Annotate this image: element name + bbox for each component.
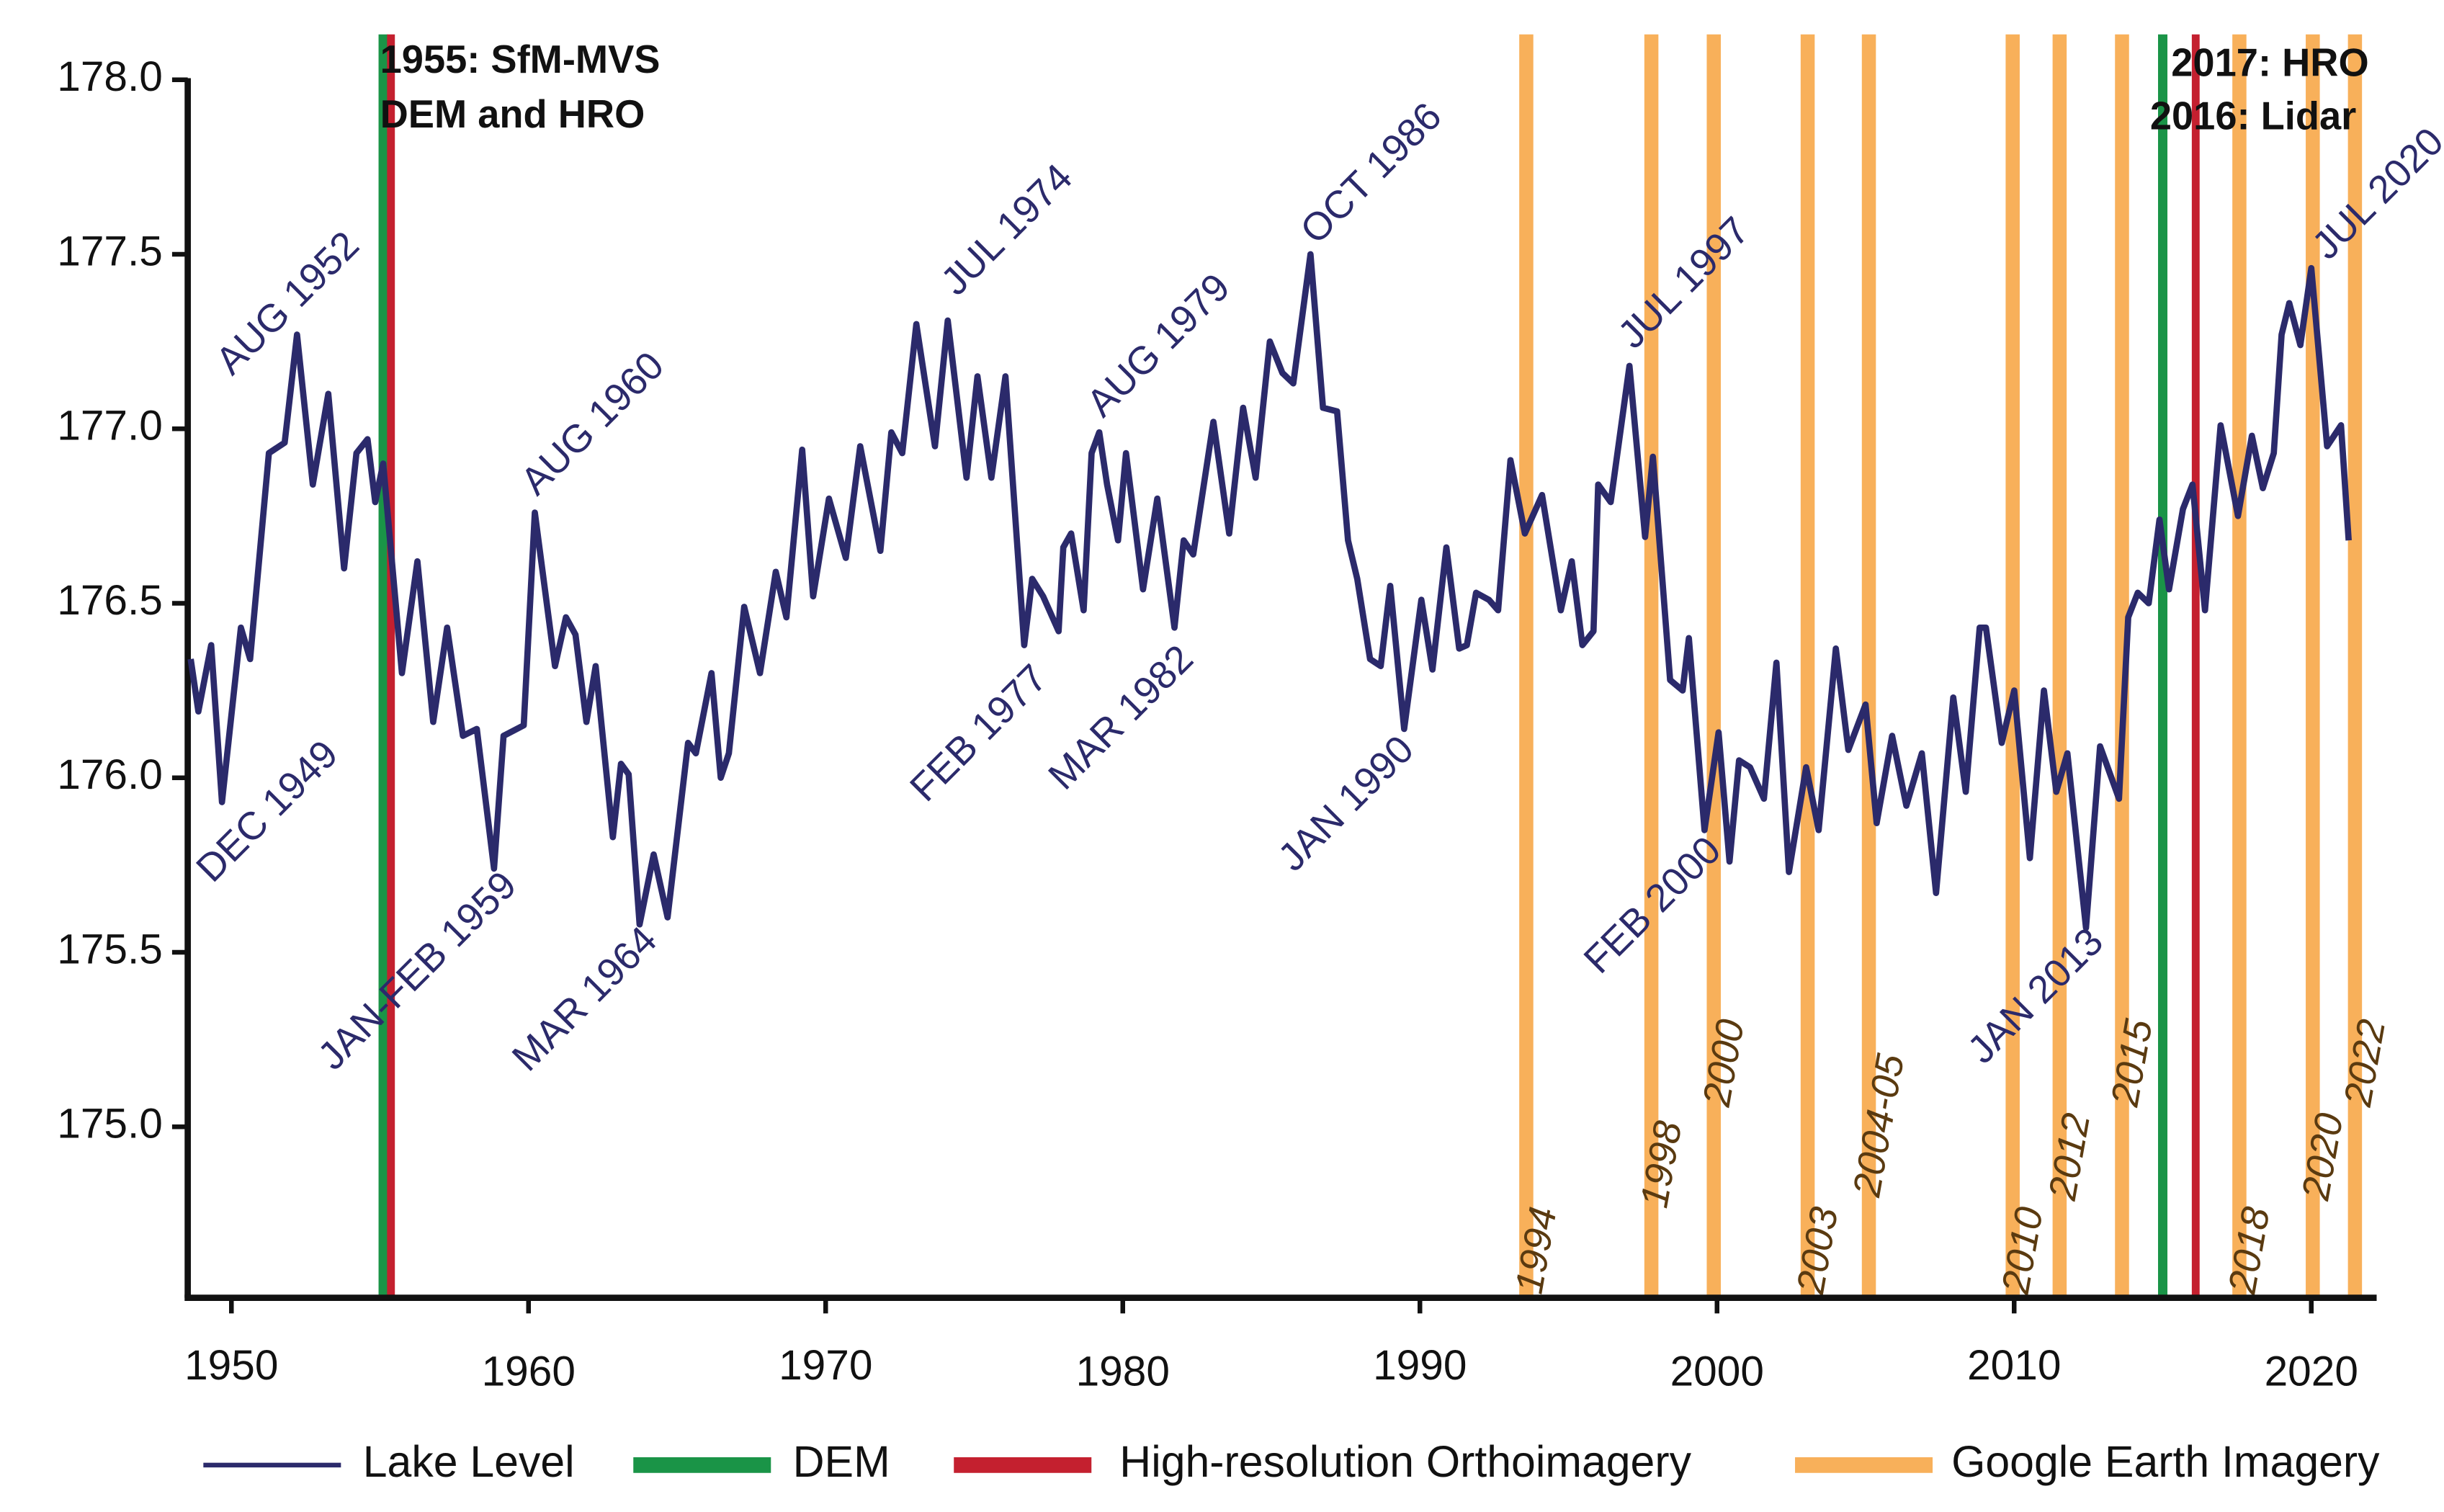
x-tick-label: 1960 bbox=[482, 1348, 576, 1395]
imagery-band bbox=[1861, 34, 1876, 1298]
peak-annotation: DEC 1949 bbox=[188, 732, 346, 890]
y-tick-label: 175.0 bbox=[57, 1101, 163, 1148]
band-label: 2004-05 bbox=[1845, 1050, 1912, 1200]
imagery-band bbox=[1519, 34, 1534, 1298]
imagery-band bbox=[2191, 34, 2200, 1298]
band-label: 2018 bbox=[2220, 1204, 2278, 1297]
note: 1955: SfM-MVS bbox=[380, 38, 661, 81]
band-label: 2000 bbox=[1695, 1016, 1753, 1110]
x-tick-label: 1970 bbox=[779, 1342, 872, 1389]
peak-annotation: AUG 1960 bbox=[513, 344, 673, 504]
peak-annotation: JUL 1997 bbox=[1610, 209, 1758, 357]
peak-annotation: OCT 1986 bbox=[1292, 94, 1450, 252]
legend-label: High-resolution Orthoimagery bbox=[1119, 1437, 1691, 1486]
peak-annotation: MAR 1982 bbox=[1040, 637, 1201, 798]
peak-annotation: MAR 1964 bbox=[504, 918, 666, 1080]
y-tick-label: 177.0 bbox=[57, 403, 163, 449]
y-tick-label: 176.0 bbox=[57, 751, 163, 798]
legend-label: Lake Level bbox=[363, 1437, 575, 1486]
peak-annotation: JAN 1990 bbox=[1270, 728, 1422, 880]
imagery-band bbox=[2115, 34, 2129, 1298]
peak-annotation: FEB 1977 bbox=[902, 656, 1055, 810]
band-label: 2010 bbox=[1994, 1204, 2051, 1297]
note: 2017: HRO bbox=[2171, 41, 2368, 84]
imagery-band bbox=[1644, 34, 1659, 1298]
imagery-band bbox=[387, 34, 395, 1298]
imagery-band bbox=[2157, 34, 2168, 1298]
band-label: 2012 bbox=[2041, 1110, 2098, 1204]
imagery-band bbox=[1800, 34, 1815, 1298]
imagery-band bbox=[378, 34, 388, 1298]
y-tick-label: 178.0 bbox=[57, 53, 163, 100]
peak-annotation: JAN 2013 bbox=[1959, 920, 2111, 1072]
x-tick-label: 1950 bbox=[184, 1342, 278, 1389]
imagery-band bbox=[2232, 34, 2247, 1298]
note: DEM and HRO bbox=[380, 93, 645, 136]
x-tick-label: 2000 bbox=[1670, 1348, 1764, 1395]
band-label: 2020 bbox=[2293, 1110, 2351, 1204]
band-label: 2022 bbox=[2336, 1016, 2394, 1110]
x-tick-label: 1990 bbox=[1373, 1342, 1467, 1389]
band-label: 1998 bbox=[1632, 1118, 1690, 1211]
x-tick-label: 2020 bbox=[2265, 1348, 2358, 1395]
peak-annotation: AUG 1979 bbox=[1078, 266, 1238, 426]
imagery-band bbox=[2005, 34, 2020, 1298]
x-tick-label: 2010 bbox=[1967, 1342, 2061, 1389]
y-tick-label: 177.5 bbox=[57, 228, 163, 274]
imagery-band bbox=[2347, 34, 2363, 1298]
lake-level-line bbox=[187, 251, 2352, 931]
band-label: 2015 bbox=[2103, 1016, 2161, 1110]
y-tick-label: 176.5 bbox=[57, 577, 163, 624]
legend-label: Google Earth Imagery bbox=[1951, 1437, 2380, 1486]
band-label: 2003 bbox=[1789, 1204, 1846, 1297]
imagery-band bbox=[1706, 34, 1721, 1298]
legend-label: DEM bbox=[793, 1437, 890, 1486]
peak-annotation: AUG 1952 bbox=[207, 223, 367, 383]
peak-annotation: JAN-FEB 1959 bbox=[310, 863, 524, 1078]
band-label: 1994 bbox=[1508, 1204, 1565, 1297]
x-tick-label: 1980 bbox=[1076, 1348, 1170, 1395]
peak-annotation: JUL 2020 bbox=[2304, 120, 2444, 267]
imagery-band bbox=[2052, 34, 2067, 1298]
note: 2016: Lidar bbox=[2150, 94, 2356, 138]
peak-annotation: JUL 1974 bbox=[933, 156, 1080, 303]
y-tick-label: 175.5 bbox=[57, 926, 163, 972]
